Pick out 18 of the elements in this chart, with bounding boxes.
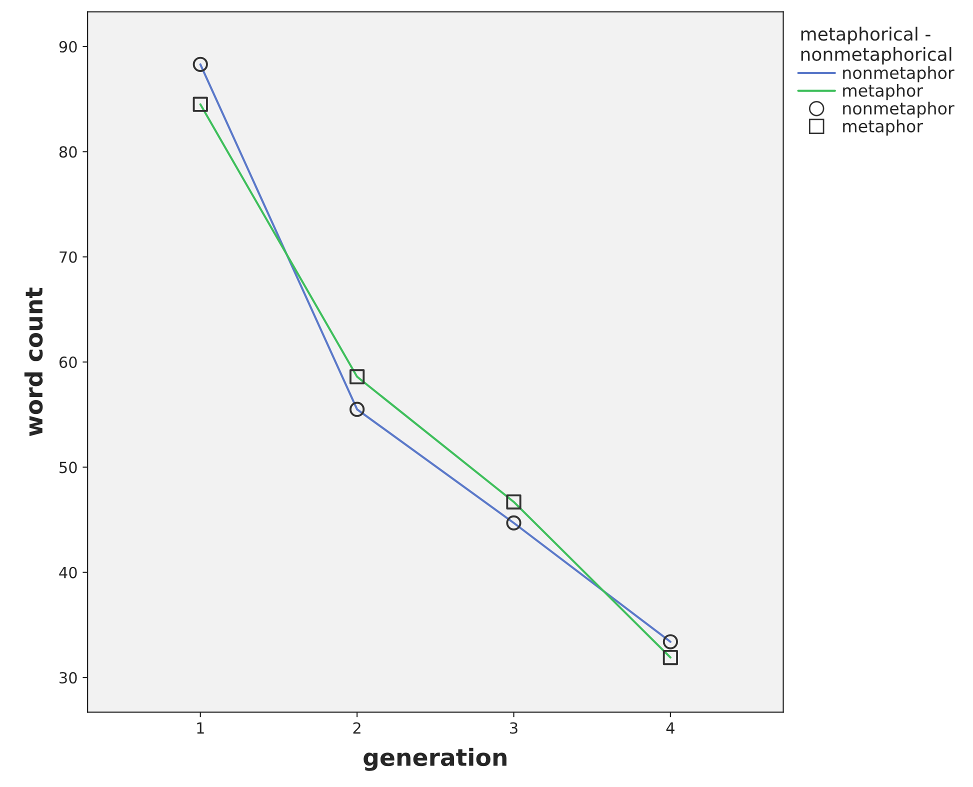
y-tick-label: 80 bbox=[59, 146, 77, 158]
x-tick-label: 1 bbox=[197, 722, 204, 734]
legend-label: nonmetaphor bbox=[843, 66, 954, 82]
text: metaphor bbox=[843, 120, 924, 136]
y-tick-label: 40 bbox=[59, 566, 77, 578]
y-tick-label: 90 bbox=[59, 40, 77, 53]
y-tick-label: 30 bbox=[60, 672, 77, 684]
x-axis-title: generation bbox=[364, 748, 506, 771]
y-tick-label: 50 bbox=[60, 462, 77, 474]
y-tick-label: 60 bbox=[59, 356, 77, 368]
x-tick-label: 2 bbox=[353, 722, 360, 734]
x-tick-label: 4 bbox=[666, 722, 674, 734]
text: nonmetaphor bbox=[843, 102, 954, 118]
x-tick-label: 3 bbox=[510, 722, 518, 734]
legend-title: metaphorical - nonmetaphorical bbox=[801, 26, 952, 64]
y-axis-title: word count bbox=[24, 288, 43, 436]
legend-label: metaphor bbox=[843, 84, 924, 100]
y-tick-label: 70 bbox=[60, 251, 77, 263]
